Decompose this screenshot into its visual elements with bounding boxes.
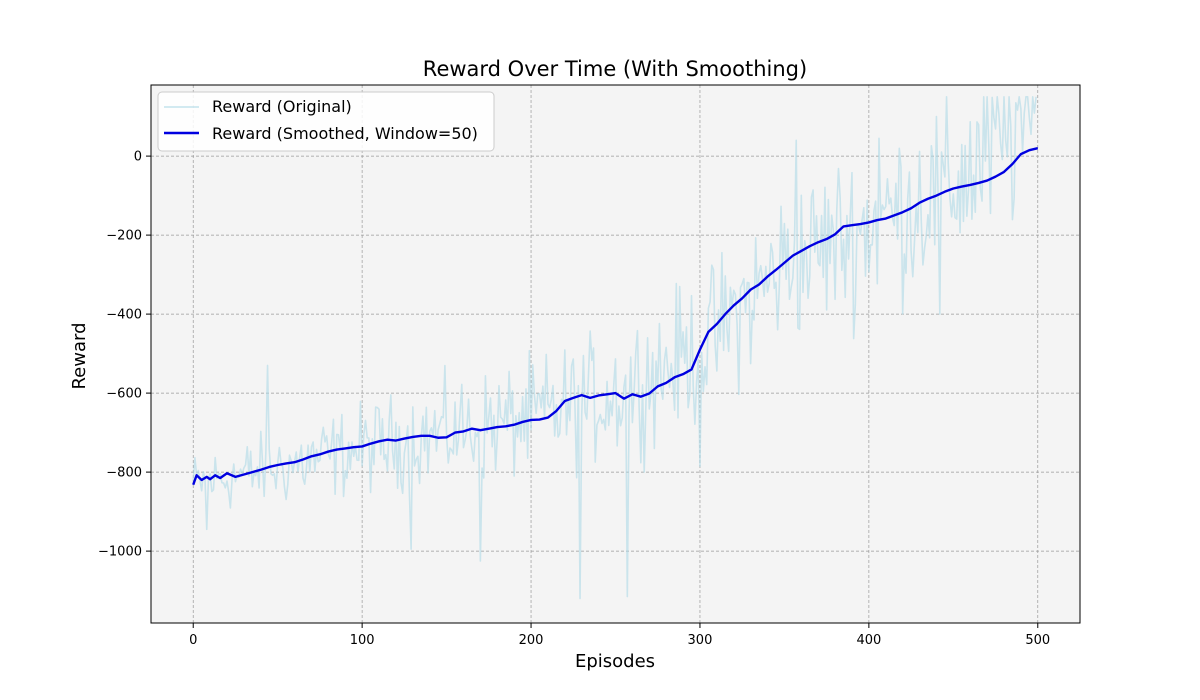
- x-tick-label: 500: [1025, 633, 1050, 648]
- series-smoothed: [192, 147, 1039, 486]
- y-tick-label: 0: [134, 150, 142, 165]
- chart-title: Reward Over Time (With Smoothing): [423, 57, 807, 81]
- y-tick-label: −600: [106, 387, 142, 402]
- plot-frame: [150, 84, 1081, 624]
- x-axis-label: Episodes: [575, 651, 655, 672]
- x-tick-label: 200: [519, 633, 544, 648]
- series-original: [192, 96, 1037, 600]
- x-tick-label: 100: [350, 633, 375, 648]
- x-tick-label: 0: [189, 633, 197, 648]
- legend-label-smoothed: Reward (Smoothed, Window=50): [212, 124, 478, 143]
- y-tick-label: −200: [106, 229, 142, 244]
- y-tick-label: −400: [106, 308, 142, 323]
- plot-area: [151, 85, 1080, 623]
- legend-box: [157, 91, 495, 152]
- x-tick-label: 300: [688, 633, 713, 648]
- y-axis-label: Reward: [69, 322, 90, 389]
- smoothed-reward-line: [192, 147, 1039, 486]
- y-tick-label: −1000: [98, 545, 142, 560]
- x-tick-label: 400: [856, 633, 881, 648]
- original-reward-line: [192, 96, 1037, 600]
- y-tick-label: −800: [106, 466, 142, 481]
- legend: Reward (Original) Reward (Smoothed, Wind…: [157, 91, 495, 152]
- legend-label-original: Reward (Original): [212, 97, 352, 116]
- axis-ticks: 0 100 200 300 400 500 −1000 −800 −600 −400 −200 0: [98, 150, 1050, 648]
